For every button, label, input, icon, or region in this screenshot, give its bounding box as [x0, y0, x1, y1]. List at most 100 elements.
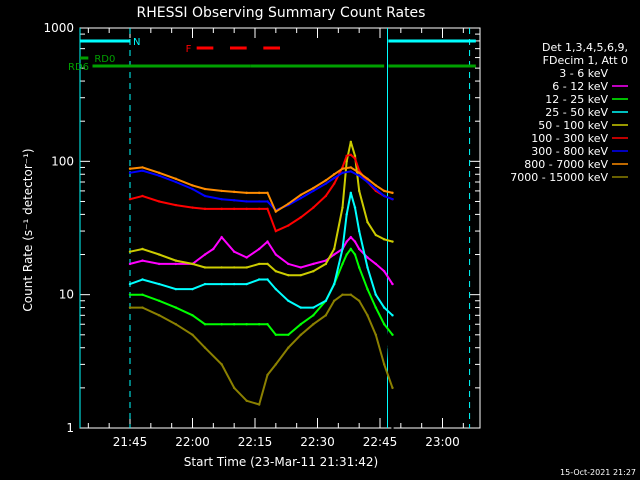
- series-point: [299, 193, 303, 197]
- series-point: [299, 216, 303, 219]
- x-tick-label: 22:30: [300, 435, 335, 449]
- series-point: [128, 262, 132, 266]
- series-point: [266, 200, 269, 203]
- legend-entry: 12 - 25 keV: [545, 93, 608, 106]
- legend-entry: 3 - 6 keV: [559, 67, 608, 80]
- series-point: [203, 194, 207, 198]
- series-point: [357, 247, 361, 251]
- series-point: [212, 247, 215, 251]
- series-point: [324, 182, 328, 185]
- series-point: [257, 207, 261, 211]
- series-point: [203, 187, 207, 191]
- series-point: [374, 262, 378, 266]
- series-point: [299, 273, 303, 277]
- series-point: [345, 240, 348, 243]
- series-point: [332, 176, 336, 180]
- x-tick-label: 22:45: [363, 435, 398, 449]
- series-line: [130, 247, 394, 336]
- series-point: [220, 306, 223, 309]
- series-point: [391, 314, 394, 317]
- series-point: [203, 293, 207, 296]
- series-point: [203, 346, 207, 349]
- series-point: [349, 293, 353, 296]
- series-point: [245, 266, 248, 269]
- series-point: [141, 169, 144, 172]
- series-point: [382, 363, 386, 366]
- series-point: [332, 182, 336, 185]
- series-point: [312, 262, 315, 266]
- series-point: [245, 200, 248, 203]
- series-point: [382, 323, 386, 326]
- series-point: [299, 266, 303, 269]
- y-tick-label: 1000: [43, 21, 74, 35]
- series-point: [366, 220, 369, 224]
- state-label-rd0: RD0: [94, 54, 115, 65]
- series-point: [312, 206, 315, 209]
- series-point: [353, 154, 357, 158]
- series-point: [324, 262, 328, 266]
- series-point: [374, 333, 378, 337]
- series-point: [287, 333, 290, 337]
- series-point: [324, 314, 328, 317]
- series-point: [128, 293, 132, 296]
- series-point: [232, 386, 236, 390]
- series-point: [345, 253, 348, 256]
- series-point: [357, 174, 361, 177]
- series-point: [157, 174, 161, 177]
- series-point: [382, 189, 386, 193]
- series-point: [374, 233, 378, 237]
- series-point: [174, 323, 178, 326]
- series-point: [382, 269, 386, 273]
- series-point: [266, 373, 269, 377]
- series-point: [245, 293, 248, 296]
- series-point: [174, 306, 178, 309]
- series-point: [128, 250, 132, 253]
- series-point: [232, 250, 236, 253]
- series-point: [174, 177, 178, 180]
- series-point: [349, 191, 353, 195]
- series-point: [391, 333, 394, 337]
- series-point: [245, 399, 248, 402]
- series-line: [129, 141, 393, 277]
- series-point: [345, 273, 348, 277]
- series-point: [332, 299, 336, 302]
- series-point: [257, 262, 261, 266]
- series-point: [274, 333, 278, 337]
- series-line: [129, 235, 394, 285]
- series-point: [191, 314, 194, 317]
- series-point: [220, 266, 223, 269]
- x-axis-label: Start Time (23-Mar-11 21:31:42): [184, 455, 378, 469]
- series-point: [357, 229, 361, 233]
- series-point: [274, 229, 278, 233]
- series-point: [141, 278, 144, 281]
- series-point: [366, 180, 369, 184]
- series-line: [130, 293, 394, 406]
- series-point: [174, 180, 178, 184]
- series-point: [174, 287, 178, 291]
- series-point: [357, 273, 361, 277]
- series-point: [191, 287, 194, 291]
- state-label-f: F: [186, 44, 192, 55]
- x-tick-label: 23:00: [425, 435, 460, 449]
- series-point: [366, 177, 369, 180]
- legend-header: Det 1,3,4,5,6,9,: [542, 41, 628, 54]
- series-point: [266, 323, 269, 326]
- series-point: [157, 262, 161, 266]
- series-point: [287, 299, 290, 302]
- series-point: [141, 306, 144, 309]
- series-point: [141, 293, 144, 296]
- series-point: [353, 206, 357, 209]
- y-tick-label: 100: [51, 154, 74, 168]
- series-point: [220, 197, 223, 201]
- svg-text:Count Rate (s⁻¹ detector⁻¹): Count Rate (s⁻¹ detector⁻¹): [21, 148, 35, 311]
- series-point: [157, 293, 161, 296]
- series-point: [203, 323, 207, 326]
- series-point: [257, 278, 261, 281]
- series-point: [232, 314, 236, 317]
- series-point: [203, 207, 207, 211]
- series-point: [349, 266, 353, 269]
- series-point: [287, 224, 290, 227]
- series-point: [157, 200, 161, 203]
- series-point: [157, 171, 161, 175]
- series-point: [382, 238, 386, 241]
